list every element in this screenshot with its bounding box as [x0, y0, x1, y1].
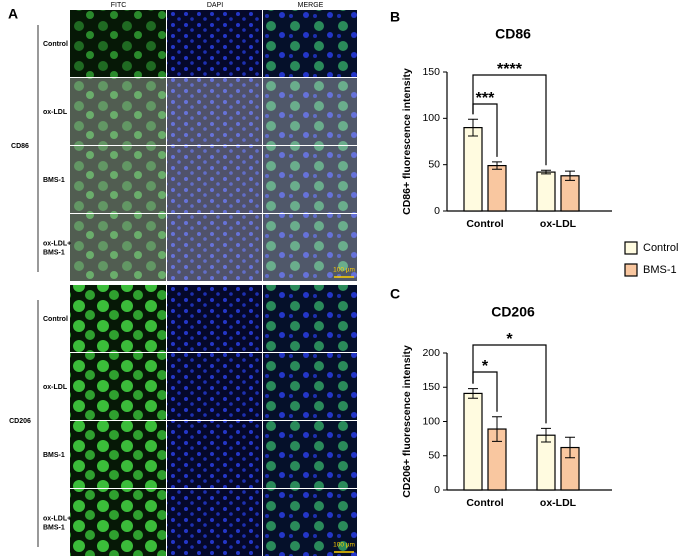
error-bar — [492, 161, 502, 170]
micrograph — [70, 146, 166, 213]
y-tick-label: 50 — [428, 158, 440, 170]
y-tick-label: 0 — [434, 484, 440, 496]
bar — [463, 392, 483, 491]
micrograph — [167, 10, 262, 77]
x-tick-label: ox-LDL — [540, 497, 577, 509]
group-label: CD206 — [9, 418, 31, 425]
error-bar — [492, 416, 502, 442]
legend-label: BMS-1 — [643, 264, 677, 276]
micrograph — [263, 421, 357, 488]
scale-bar-label: 100 µm — [333, 542, 355, 549]
chart-title: CD86 — [495, 26, 531, 42]
legend-swatch — [624, 263, 638, 277]
column-header: DAPI — [207, 2, 223, 9]
error-bar — [541, 427, 551, 443]
row-label: BMS-1 — [43, 524, 65, 531]
row-label: ox-LDL+ — [43, 240, 71, 247]
bar — [487, 164, 507, 212]
x-tick-label: Control — [466, 497, 503, 509]
bar — [536, 171, 556, 212]
micrograph — [263, 146, 357, 213]
significance-bracket — [472, 344, 547, 424]
micrograph — [167, 285, 262, 352]
charts: B CD86 CD86+ fluorescence intensity 0 50 100 1… — [390, 9, 678, 509]
row-label: ox-LDL — [43, 109, 68, 116]
y-axis-label: CD206+ fluorescence intensity — [401, 345, 413, 498]
y-tick-label: 100 — [422, 415, 440, 427]
scale-bar-label: 100 µm — [333, 267, 355, 274]
micrograph — [263, 214, 357, 281]
error-bar — [565, 436, 575, 459]
error-bar — [565, 170, 575, 181]
micrograph — [70, 489, 166, 556]
bar — [536, 434, 556, 491]
row-label: Control — [43, 41, 68, 48]
row-label: BMS-1 — [43, 249, 65, 256]
micrograph — [167, 214, 262, 281]
bar — [560, 175, 580, 212]
y-tick-label: 150 — [422, 381, 440, 393]
x-tick-label: ox-LDL — [540, 218, 577, 230]
panel-label: A — [8, 6, 18, 22]
significance-label: * — [482, 358, 489, 375]
micrograph — [70, 214, 166, 281]
micrograph — [167, 78, 262, 145]
row-label: ox-LDL — [43, 384, 68, 391]
y-tick-label: 0 — [434, 205, 440, 217]
micrograph — [263, 489, 357, 556]
significance-bracket — [472, 74, 547, 166]
micrograph — [70, 285, 166, 352]
micrograph — [167, 146, 262, 213]
group-label: CD86 — [11, 143, 29, 150]
error-bar — [468, 118, 478, 137]
row-label: ox-LDL+ — [43, 515, 71, 522]
micrograph — [263, 10, 357, 77]
micrograph — [263, 78, 357, 145]
error-bar — [541, 169, 551, 175]
row-label: Control — [43, 316, 68, 323]
panel-label: C — [390, 286, 400, 302]
micrograph — [70, 421, 166, 488]
y-axis-label: CD86+ fluorescence intensity — [401, 68, 413, 215]
micrograph — [167, 353, 262, 420]
image-panel: A FITC DAPI MERGE Control ox-LDL BMS-1 ox-LDL+ B… — [8, 2, 357, 556]
legend-swatch — [624, 241, 638, 255]
legend-label: Control — [643, 242, 678, 254]
column-header: FITC — [111, 2, 127, 9]
micrograph — [70, 353, 166, 420]
y-tick-label: 100 — [422, 112, 440, 124]
y-tick-label: 150 — [422, 66, 440, 78]
significance-label: * — [506, 331, 513, 348]
row-label: BMS-1 — [43, 177, 65, 184]
micrograph — [70, 10, 166, 77]
column-header: MERGE — [298, 2, 324, 9]
micrograph — [263, 353, 357, 420]
significance-label: **** — [497, 61, 523, 78]
x-tick-label: Control — [466, 218, 503, 230]
micrograph — [263, 285, 357, 352]
row-label: BMS-1 — [43, 452, 65, 459]
panel-label: B — [390, 9, 400, 25]
chart-title: CD206 — [491, 304, 535, 320]
y-tick-label: 200 — [422, 347, 440, 359]
micrograph — [167, 421, 262, 488]
micrograph — [167, 489, 262, 556]
micrograph — [70, 78, 166, 145]
error-bar — [468, 388, 478, 399]
significance-label: *** — [476, 90, 495, 107]
y-tick-label: 50 — [428, 450, 440, 462]
bar — [463, 126, 483, 212]
